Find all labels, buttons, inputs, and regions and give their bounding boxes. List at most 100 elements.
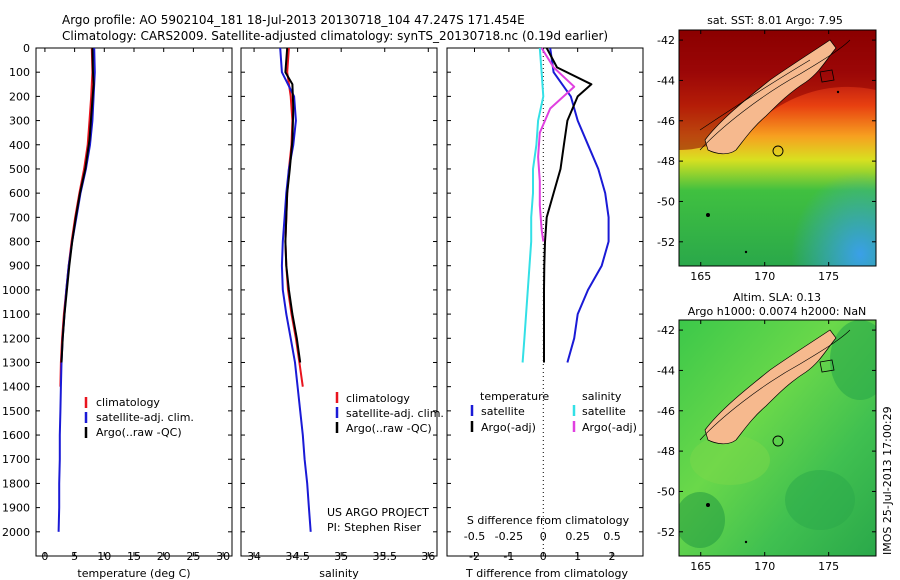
- depth-tick-label: 100: [9, 66, 30, 79]
- legend-label-s-argo: Argo(-adj): [582, 421, 637, 434]
- x-tick-label: 30: [216, 550, 230, 563]
- lat-tick-label: -44: [657, 364, 675, 377]
- lat-tick-label: -52: [657, 236, 675, 249]
- x-tick-label: 25: [186, 550, 200, 563]
- legend-label-s-satellite: satellite: [582, 405, 626, 418]
- sla-map-lat-axis: -42 -44 -46 -48 -50 -52: [657, 324, 876, 539]
- x-tick-label: 20: [157, 550, 171, 563]
- x-tick-label: 34: [247, 550, 261, 563]
- lat-tick-label: -48: [657, 445, 675, 458]
- depth-tick-label: 1900: [2, 502, 30, 515]
- legend-label-t-satellite: satellite: [481, 405, 525, 418]
- lat-tick-label: -48: [657, 155, 675, 168]
- sst-map-image: [679, 30, 876, 266]
- depth-tick-label: 1800: [2, 477, 30, 490]
- lat-tick-label: -50: [657, 485, 675, 498]
- x-tick-label: -1: [503, 550, 514, 563]
- lat-tick-label: -46: [657, 115, 675, 128]
- x-tick-label: 36: [421, 550, 435, 563]
- depth-tick-label: 1500: [2, 405, 30, 418]
- depth-tick-label: 600: [9, 187, 30, 200]
- x-tick-label: 15: [127, 550, 141, 563]
- temperature-xlabel: temperature (deg C): [77, 567, 190, 580]
- temperature-legend: climatology satellite-adj. clim. Argo(..…: [84, 396, 194, 439]
- depth-axis: 0 100 200 300 400 500 600 700 800 900 1000 1100 1200…: [2, 42, 232, 539]
- salinity-plot-frame: [240, 47, 438, 557]
- s-tick-label: 0.25: [565, 530, 590, 543]
- sla-map-panel: Altim. SLA: 0.13 Argo h1000: 0.0074 h200…: [657, 291, 894, 573]
- depth-tick-label: 1700: [2, 453, 30, 466]
- sla-map-lon-axis: 165 170 175: [690, 320, 839, 573]
- lat-tick-label: -52: [657, 526, 675, 539]
- temperature-x-axis: 0 5 10 15 20 25 30: [41, 48, 230, 563]
- salinity-legend: climatology satellite-adj. clim. Argo(..…: [335, 392, 444, 435]
- sst-map-title: sat. SST: 8.01 Argo: 7.95: [707, 14, 843, 27]
- header-line-2: Climatology: CARS2009. Satellite-adjuste…: [62, 29, 608, 43]
- salinity-series: [279, 47, 312, 532]
- salinity-x-axis: 34 34.5 35 35.5 36: [247, 48, 435, 563]
- x-tick-label: 35.5: [372, 550, 397, 563]
- argo-location-marker: [772, 145, 784, 157]
- legend-label-t-argo: Argo(-adj): [481, 421, 536, 434]
- difference-depth-ticks: [447, 47, 643, 533]
- t-difference-xlabel: T difference from climatology: [465, 567, 628, 580]
- x-tick-label: 10: [97, 550, 111, 563]
- difference-plot-frame: [446, 47, 644, 557]
- depth-tick-label: 200: [9, 90, 30, 103]
- project-annotation: US ARGO PROJECT: [327, 506, 429, 519]
- depth-tick-label: 700: [9, 211, 30, 224]
- s-difference-xlabel: S difference from climatology: [467, 514, 630, 527]
- series-line-argo-raw-qc-: [60, 47, 95, 363]
- difference-legend: temperature salinity satellite Argo(-adj…: [470, 390, 637, 434]
- header-line-1: Argo profile: AO 5902104_181 18-Jul-2013…: [62, 13, 525, 27]
- lon-tick-label: 175: [818, 270, 839, 283]
- lat-tick-label: -46: [657, 405, 675, 418]
- sla-map-title-2: Argo h1000: 0.0074 h2000: NaN: [688, 305, 867, 318]
- series-line-argo-raw-qc-: [284, 47, 302, 363]
- south-island-landmass: [704, 39, 837, 155]
- x-tick-label: -2: [469, 550, 480, 563]
- sst-map-lon-axis: 165 170 175: [690, 30, 839, 283]
- depth-tick-label: 300: [9, 115, 30, 128]
- x-tick-label: 1: [574, 550, 581, 563]
- depth-tick-label: 800: [9, 236, 30, 249]
- x-tick-label: 0: [540, 550, 547, 563]
- lat-tick-label: -50: [657, 195, 675, 208]
- lat-tick-label: -42: [657, 34, 675, 47]
- series-line-argo-adj-: [537, 47, 576, 242]
- series-line-satellite: [521, 47, 545, 363]
- depth-tick-label: 1300: [2, 356, 30, 369]
- depth-tick-label: 1600: [2, 429, 30, 442]
- depth-tick-label: 2000: [2, 526, 30, 539]
- s-tick-label: -0.25: [495, 530, 523, 543]
- legend-header-temperature: temperature: [480, 390, 549, 403]
- x-tick-label: 5: [71, 550, 78, 563]
- legend-label-satellite: satellite-adj. clim.: [96, 411, 194, 424]
- sst-map-lat-axis: -42 -44 -46 -48 -50 -52: [657, 34, 876, 249]
- lon-tick-label: 165: [690, 560, 711, 573]
- temperature-series: [57, 47, 96, 532]
- legend-label-argo: Argo(..raw -QC): [96, 426, 182, 439]
- salinity-panel: 34 34.5 35 35.5 36 salinity climatology sate…: [240, 47, 444, 580]
- s-tick-label: -0.5: [464, 530, 485, 543]
- series-line-satellite: [549, 47, 610, 363]
- x-tick-label: 35: [334, 550, 348, 563]
- s-tick-label: 0.5: [603, 530, 621, 543]
- depth-tick-label: 900: [9, 260, 30, 273]
- lat-tick-label: -42: [657, 324, 675, 337]
- depth-tick-label: 1000: [2, 284, 30, 297]
- difference-panel: -2 -1 0 1 2 -0.5 -0.25 0 0.25 0.5 T difference f…: [446, 47, 644, 580]
- x-tick-label: 0: [41, 550, 48, 563]
- x-tick-label: 2: [609, 550, 616, 563]
- series-line-argo-adj-: [543, 47, 593, 363]
- legend-label-climatology: climatology: [96, 396, 160, 409]
- lon-tick-label: 165: [690, 270, 711, 283]
- legend-label-climatology: climatology: [346, 392, 410, 405]
- temperature-panel: 0100200300400500600700800900100011001200…: [2, 42, 233, 580]
- difference-x-axis: -2 -1 0 1 2: [469, 48, 616, 563]
- salinity-xlabel: salinity: [319, 567, 359, 580]
- depth-tick-label: 1100: [2, 308, 30, 321]
- depth-tick-label: 1200: [2, 332, 30, 345]
- sla-map-image: [679, 320, 876, 556]
